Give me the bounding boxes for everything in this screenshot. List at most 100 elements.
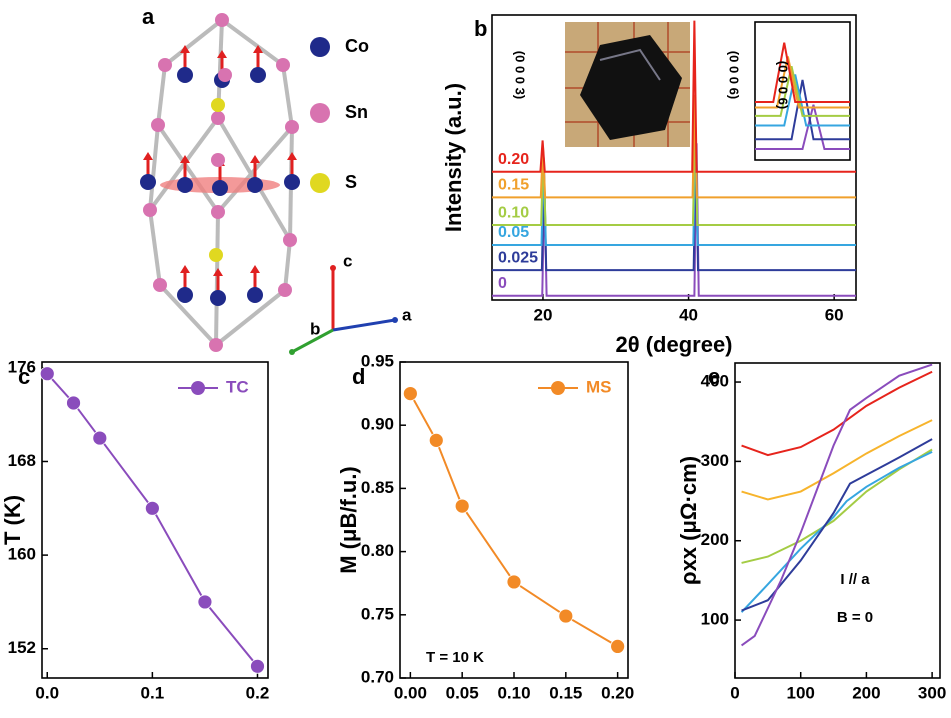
sn-atom xyxy=(209,338,223,352)
s-atom xyxy=(209,248,223,262)
x-tick-label: 0.2 xyxy=(246,683,270,702)
legend-label: 0.20 xyxy=(498,151,529,168)
annotation: B = 0 xyxy=(837,609,873,626)
spin-head xyxy=(250,155,260,163)
x-tick-label: 0.1 xyxy=(141,683,165,702)
panel-label: a xyxy=(142,4,155,29)
annotation: (0 0 0 6) xyxy=(776,61,791,109)
plot-frame xyxy=(735,363,940,678)
annotation: (0 0 0 3) xyxy=(513,51,528,99)
data-point xyxy=(93,431,107,445)
co-atom xyxy=(247,177,263,193)
crystal-photo xyxy=(565,22,690,147)
data-point xyxy=(403,387,417,401)
legend-label: 0.05 xyxy=(498,224,529,241)
x-tick-label: 300 xyxy=(918,683,946,702)
y-tick-label: 0.90 xyxy=(361,415,394,434)
x-tick-label: 0 xyxy=(730,683,739,702)
atom-label: Sn xyxy=(345,102,368,122)
y-tick-label: 0.75 xyxy=(361,604,394,623)
y-tick-label: 300 xyxy=(701,451,729,470)
axis-arrow-head xyxy=(289,349,295,355)
spin-head xyxy=(180,265,190,273)
x-tick-label: 0.0 xyxy=(35,683,59,702)
axis-label: b xyxy=(310,319,320,338)
spin-head xyxy=(250,265,260,273)
annotation: (0 0 0 6) xyxy=(727,51,742,99)
data-point xyxy=(250,659,264,673)
x-tick-label: 60 xyxy=(825,305,844,324)
sn-atom xyxy=(211,111,225,125)
legend-label: 0.15 xyxy=(498,177,529,194)
sn-atom xyxy=(218,68,232,82)
sn-atom xyxy=(143,203,157,217)
axis-label: a xyxy=(402,305,412,324)
axis-arrow-head xyxy=(392,317,398,323)
s-atom xyxy=(211,98,225,112)
co-atom xyxy=(284,174,300,190)
y-axis-label: T (K) xyxy=(0,495,25,545)
series-line xyxy=(492,143,856,295)
x-tick-label: 0.20 xyxy=(601,683,634,702)
data-point xyxy=(429,433,443,447)
legend-label: MS xyxy=(586,377,612,396)
panel-label: b xyxy=(474,16,487,41)
y-tick-label: 0.70 xyxy=(361,667,394,686)
spin-head xyxy=(143,152,153,160)
x-tick-label: 0.15 xyxy=(549,683,582,702)
y-tick-label: 0.85 xyxy=(361,478,394,497)
y-axis-label: Intensity (a.u.) xyxy=(441,83,466,232)
co-atom xyxy=(212,180,228,196)
x-tick-label: 0.00 xyxy=(394,683,427,702)
data-point xyxy=(198,595,212,609)
series-line xyxy=(410,394,617,647)
data-point xyxy=(611,639,625,653)
series-line xyxy=(742,420,933,499)
atom-key xyxy=(310,37,330,57)
x-tick-label: 200 xyxy=(852,683,880,702)
bond xyxy=(283,65,292,127)
legend-label: 0 xyxy=(498,275,507,292)
figure: abcdeCoSnScab2040602θ (degree)Intensity … xyxy=(0,0,951,713)
axis-arrow-head xyxy=(330,265,336,271)
y-tick-label: 160 xyxy=(8,545,36,564)
bond xyxy=(150,125,158,210)
y-axis-label: ρxx (μΩ·cm) xyxy=(676,456,701,585)
x-tick-label: 100 xyxy=(787,683,815,702)
axis-label: c xyxy=(343,251,352,270)
series-line xyxy=(742,372,933,455)
spin-head xyxy=(287,152,297,160)
co-atom xyxy=(177,67,193,83)
data-point xyxy=(40,367,54,381)
bond xyxy=(285,240,290,290)
spin-head xyxy=(213,268,223,276)
data-point xyxy=(145,501,159,515)
series-line xyxy=(47,374,257,667)
co-atom xyxy=(247,287,263,303)
bond xyxy=(165,20,222,65)
sn-atom xyxy=(285,120,299,134)
co-atom xyxy=(250,67,266,83)
y-tick-label: 100 xyxy=(701,610,729,629)
sn-atom xyxy=(215,13,229,27)
series-line xyxy=(742,365,933,646)
y-tick-label: 400 xyxy=(701,372,729,391)
sn-atom xyxy=(276,58,290,72)
y-tick-label: 200 xyxy=(701,530,729,549)
atom-key xyxy=(310,173,330,193)
legend-marker xyxy=(551,381,565,395)
y-axis-label: M (μB/f.u.) xyxy=(336,466,361,574)
sn-atom xyxy=(151,118,165,132)
data-point xyxy=(455,499,469,513)
y-tick-label: 176 xyxy=(8,357,36,376)
bond xyxy=(222,20,283,65)
bond xyxy=(158,125,218,212)
legend-label: 0.025 xyxy=(498,249,538,266)
sn-atom xyxy=(158,58,172,72)
sn-atom xyxy=(153,278,167,292)
co-atom xyxy=(210,290,226,306)
sn-atom xyxy=(211,153,225,167)
data-point xyxy=(559,609,573,623)
annotation: T = 10 K xyxy=(426,649,484,666)
atom-key xyxy=(310,103,330,123)
